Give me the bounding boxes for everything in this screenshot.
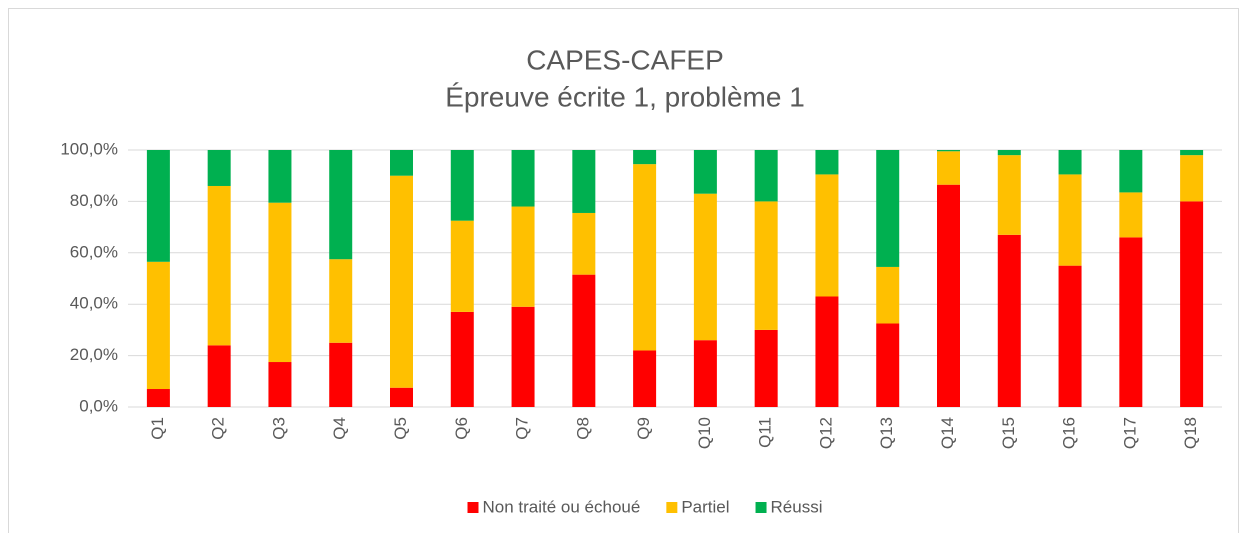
bar-segment (207, 345, 231, 407)
legend-swatch (467, 502, 479, 513)
bar-segment (390, 150, 413, 176)
chart-subtitle: Épreuve écrite 1, problème 1 (445, 81, 805, 112)
bar-segment (511, 206, 535, 307)
bar-segment (329, 342, 353, 407)
bar-segment (207, 185, 231, 346)
x-tick-label: Q13 (877, 417, 896, 449)
y-tick-label: 80,0% (70, 191, 118, 210)
bar-segment (450, 220, 474, 312)
bar-segment (1180, 201, 1204, 407)
y-tick-label: 20,0% (70, 345, 118, 364)
bar-segment (390, 387, 413, 407)
bar-segment (511, 306, 535, 407)
bar-segment (450, 311, 474, 407)
bar-segment (1180, 150, 1204, 156)
bar-segment (633, 150, 657, 165)
legend-label: Partiel (681, 497, 729, 516)
bar-segment (937, 150, 960, 152)
x-tick-label: Q2 (209, 417, 228, 440)
x-tick-label: Q16 (1060, 417, 1079, 449)
y-tick-label: 0,0% (79, 396, 118, 415)
bar-segment (450, 150, 474, 221)
bar-segment (572, 150, 596, 213)
bar-segment (146, 389, 170, 407)
legend-label: Non traité ou échoué (483, 497, 641, 516)
bar-segment (207, 150, 231, 186)
x-tick-label: Q8 (573, 417, 592, 440)
bar-segment (754, 150, 778, 202)
x-tick-label: Q17 (1120, 417, 1139, 449)
y-tick-label: 100,0% (60, 139, 118, 158)
bar-segment (572, 274, 596, 407)
bar-segment (815, 296, 839, 407)
bar-segment (146, 261, 170, 390)
bar-segment (937, 151, 960, 185)
chart-border (8, 8, 1239, 533)
x-tick-label: Q7 (513, 417, 532, 440)
bar-segment (1119, 192, 1143, 238)
x-tick-label: Q10 (695, 417, 714, 449)
x-tick-label: Q15 (999, 417, 1018, 449)
legend-swatch (666, 502, 678, 513)
bar-segment (937, 184, 960, 407)
x-tick-label: Q9 (634, 417, 653, 440)
bar-segment (268, 362, 292, 407)
y-tick-label: 40,0% (70, 294, 118, 313)
x-tick-label: Q3 (269, 417, 288, 440)
y-tick-label: 60,0% (70, 242, 118, 261)
bar-segment (997, 234, 1021, 407)
bar-segment (329, 150, 353, 260)
bar-segment (511, 150, 535, 207)
x-tick-label: Q18 (1181, 417, 1200, 449)
x-tick-label: Q11 (756, 417, 775, 448)
bar-segment (876, 266, 900, 324)
bar-segment (633, 164, 657, 351)
bar-segment (997, 155, 1021, 235)
x-tick-label: Q14 (938, 417, 957, 449)
bar-segment (1058, 174, 1082, 266)
bar-segment (876, 150, 900, 267)
bar-segment (268, 150, 292, 203)
bar-segment (815, 174, 839, 297)
bar-segment (693, 150, 717, 194)
legend-label: Réussi (771, 497, 823, 516)
bar-segment (876, 323, 900, 407)
bar-segment (329, 259, 353, 343)
bar-segment (146, 150, 170, 262)
bar-segment (997, 150, 1021, 156)
x-tick-label: Q1 (148, 417, 167, 440)
bar-segment (633, 350, 657, 407)
bar-segment (754, 329, 778, 407)
bar-segment (1119, 150, 1143, 193)
bar-segment (572, 212, 596, 275)
x-tick-label: Q6 (452, 417, 471, 440)
bar-segment (693, 193, 717, 341)
bar-segment (268, 202, 292, 363)
x-tick-label: Q4 (330, 417, 349, 440)
bar-segment (1058, 265, 1082, 407)
x-tick-label: Q12 (816, 417, 835, 449)
bar-segment (1180, 155, 1204, 202)
chart-title: CAPES-CAFEP (526, 44, 724, 75)
bar-segment (815, 150, 839, 175)
bar-segment (1058, 150, 1082, 175)
x-tick-label: Q5 (391, 417, 410, 440)
legend-swatch (755, 502, 767, 513)
bar-segment (754, 201, 778, 330)
bar-segment (693, 340, 717, 407)
bar-segment (1119, 237, 1143, 407)
bar-segment (390, 175, 413, 388)
